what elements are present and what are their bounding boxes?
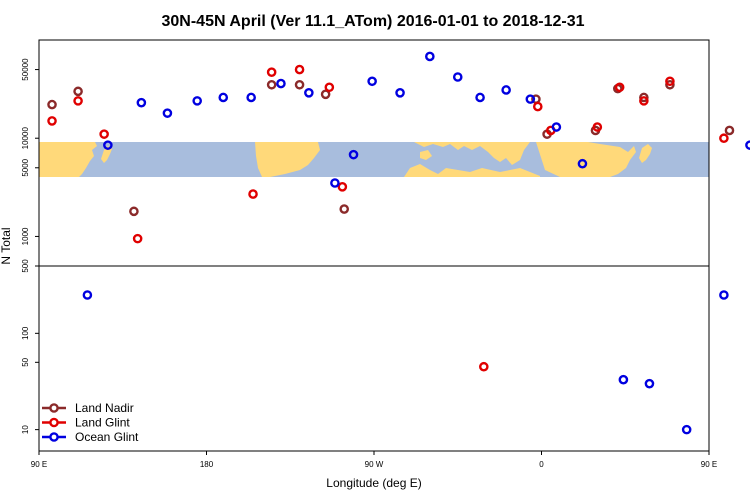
ocean-glint-point: [681, 424, 692, 435]
ocean-glint-point: [136, 97, 147, 108]
land-nadir-point: [266, 79, 277, 90]
land-glint-point: [47, 116, 57, 126]
ocean-glint-point: [348, 149, 359, 160]
land-nadir-point: [320, 89, 331, 100]
land-glint-point: [99, 129, 109, 139]
x-tick-label: 180: [200, 460, 214, 469]
ocean-glint-legend-label: Ocean Glint: [75, 430, 139, 444]
y-tick-label: 50000: [21, 58, 30, 81]
x-axis-label: Longitude (deg E): [326, 476, 421, 490]
y-tick-label: 10: [21, 425, 30, 434]
ocean-glint-point: [103, 140, 113, 150]
x-axis: 90 E 180 90 W 0 90 E: [31, 451, 717, 469]
ocean-glint-point: [475, 92, 485, 103]
land-nadir-legend-label: Land Nadir: [75, 401, 134, 415]
land-glint-legend-marker: [49, 417, 59, 428]
land-nadir-point: [339, 204, 350, 214]
land-glint-point: [73, 96, 83, 106]
x-tick-label: 0: [539, 460, 544, 469]
ocean-glint-point: [304, 88, 314, 98]
ocean-glint-point: [525, 94, 536, 104]
land-glint-point: [614, 82, 625, 93]
land-glint-point: [592, 122, 603, 132]
land-glint-point: [532, 101, 543, 112]
land-glint-point: [639, 96, 649, 106]
ocean-glint-point: [246, 92, 256, 103]
ocean-glint-point: [501, 85, 511, 95]
land-glint-point: [132, 233, 143, 244]
y-tick-label: 50: [21, 357, 30, 366]
land-nadir-point: [294, 79, 305, 90]
ocean-glint-point: [192, 96, 202, 106]
ocean-glint-legend-marker: [49, 432, 59, 442]
y-tick-label: 10000: [21, 127, 30, 150]
ocean-glint-point: [395, 88, 405, 98]
ocean-glint-point: [276, 78, 286, 89]
ocean-glint-point: [425, 51, 435, 62]
land-glint-point: [324, 82, 335, 93]
land-glint-point: [719, 133, 729, 144]
land-glint-point: [337, 182, 348, 192]
ocean-glint-point: [330, 178, 340, 188]
y-tick-label: 1000: [21, 227, 30, 245]
land-glint-legend-label: Land Glint: [75, 416, 130, 430]
land-nadir-point: [47, 99, 57, 110]
y-axis-label: N Total: [0, 227, 13, 264]
ocean-glint-point: [644, 378, 655, 389]
ocean-glint-point: [452, 72, 463, 82]
ocean-glint-point: [218, 92, 229, 103]
land-nadir-point: [639, 92, 649, 103]
panel-frames: [38, 39, 710, 452]
ocean-glint-point: [719, 290, 729, 300]
land-glint-point: [294, 64, 305, 75]
data-points: [47, 51, 750, 435]
land-nadir-point: [73, 86, 83, 97]
y-axis: 500 1000 5000 10000 50000 10 50 100: [21, 58, 39, 434]
ocean-glint-point: [577, 158, 588, 169]
ocean-glint-point: [162, 108, 173, 118]
x-tick-label: 90 E: [31, 460, 47, 469]
world-map-strip: [39, 142, 709, 177]
ocean-glint-point: [618, 374, 629, 385]
land-glint-point: [266, 67, 277, 78]
x-tick-label: 90 W: [365, 460, 384, 469]
land-nadir-point: [724, 125, 735, 136]
land-glint-point: [479, 361, 489, 372]
ocean-glint-point: [82, 290, 93, 300]
lower-panel-frame: [38, 265, 710, 452]
y-tick-label: 5000: [21, 158, 30, 176]
y-tick-label: 500: [21, 259, 30, 273]
land-nadir-point: [129, 206, 139, 217]
land-nadir-point: [665, 79, 675, 90]
ocean-glint-point: [745, 140, 750, 150]
ocean-glint-point: [367, 76, 377, 87]
y-tick-label: 100: [21, 326, 30, 340]
land-glint-point: [248, 189, 258, 199]
land-nadir-legend-marker: [49, 403, 59, 413]
x-tick-label: 90 E: [701, 460, 717, 469]
chart-title: 30N-45N April (Ver 11.1_ATom) 2016-01-01…: [161, 13, 584, 30]
land-glint-point: [665, 76, 675, 87]
ocean-glint-point: [551, 122, 562, 132]
